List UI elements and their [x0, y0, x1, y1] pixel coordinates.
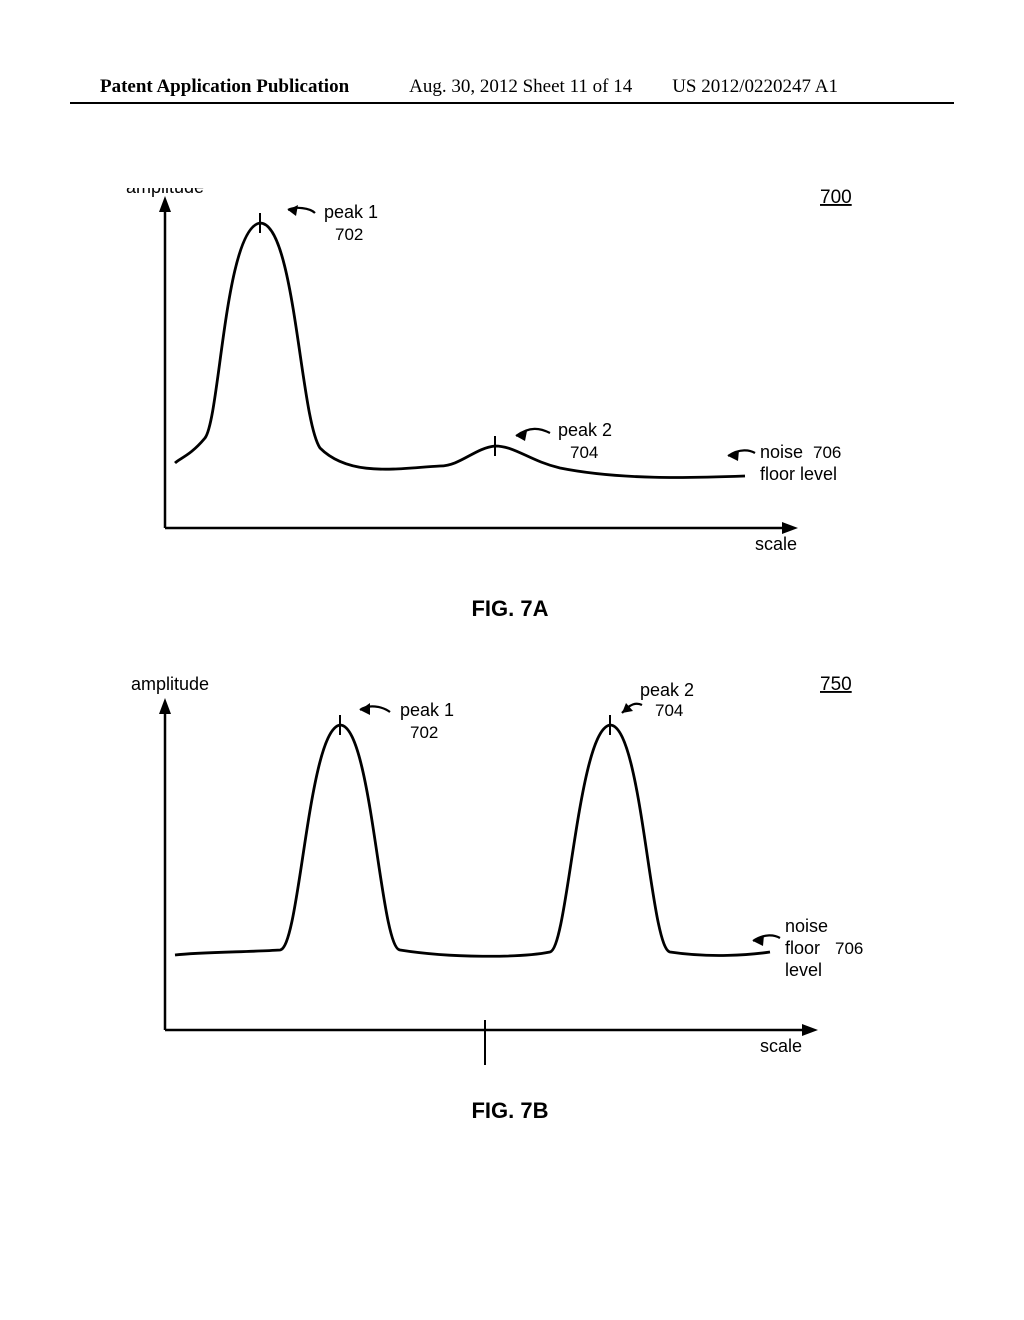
peak1-num-7a: 702 [335, 225, 363, 244]
axes-7a [159, 196, 798, 534]
header-left: Patent Application Publication [100, 76, 349, 98]
xlabel-7b: scale [760, 1036, 802, 1056]
ylabel-7a: amplitude [126, 188, 204, 197]
figure-7a: amplitude scale 700 peak 1 702 peak 2 70… [120, 188, 900, 618]
peak2-num-7a: 704 [570, 443, 598, 462]
noise-label2-7b: floor [785, 938, 820, 958]
noise-label1-7a: noise [760, 442, 803, 462]
noise-label2-7a: floor level [760, 464, 837, 484]
figure-7b-svg: amplitude scale 750 peak 1 702 peak 2 70… [120, 670, 900, 1090]
noise-num-7b: 706 [835, 939, 863, 958]
peak1-label-7b: peak 1 [400, 700, 454, 720]
peak2-label-7a: peak 2 [558, 420, 612, 440]
curve-7b [175, 725, 770, 956]
refnum-7b: 750 [820, 674, 852, 695]
xlabel-7a: scale [755, 534, 797, 554]
caption-7b: FIG. 7B [120, 1098, 900, 1124]
header-right: US 2012/0220247 A1 [672, 76, 838, 98]
ylabel-7b: amplitude [131, 674, 209, 694]
header-divider [70, 102, 954, 104]
refnum-7a: 700 [820, 188, 852, 208]
noise-label3-7b: level [785, 960, 822, 980]
curve-7a [175, 223, 745, 478]
peak1-num-7b: 702 [410, 723, 438, 742]
header-center: Aug. 30, 2012 Sheet 11 of 14 [409, 76, 632, 98]
peak2-label-7b: peak 2 [640, 680, 694, 700]
figure-7a-svg: amplitude scale 700 peak 1 702 peak 2 70… [120, 188, 900, 588]
page-header: Patent Application Publication Aug. 30, … [0, 76, 1024, 98]
noise-num-7a: 706 [813, 443, 841, 462]
figure-7b: amplitude scale 750 peak 1 702 peak 2 70… [120, 670, 900, 1120]
noise-label1-7b: noise [785, 916, 828, 936]
caption-7a: FIG. 7A [120, 596, 900, 622]
peak1-label-7a: peak 1 [324, 202, 378, 222]
peak2-num-7b: 704 [655, 701, 683, 720]
axes-7b [159, 698, 818, 1036]
